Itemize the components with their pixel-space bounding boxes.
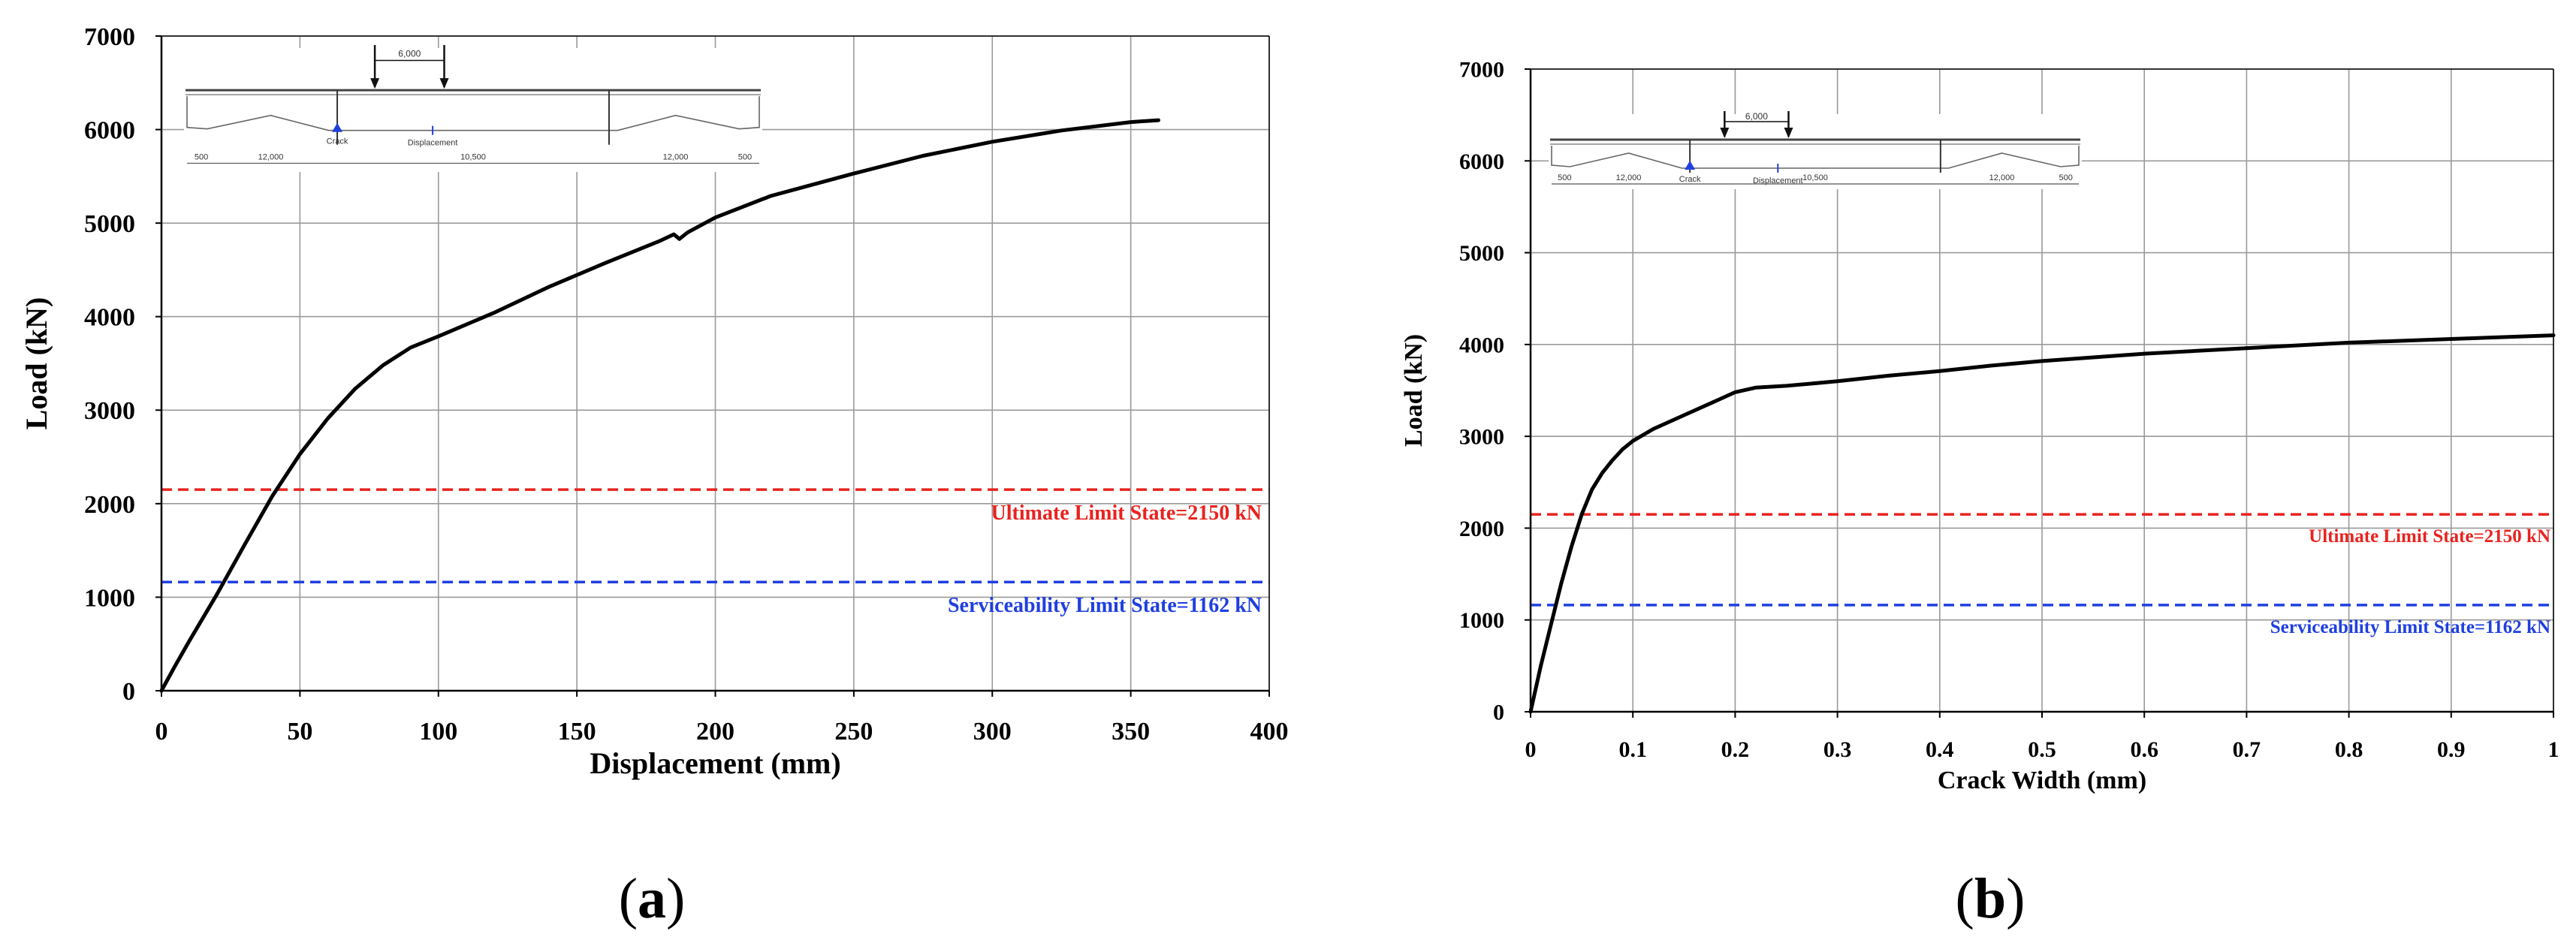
inset-dim-label: 12,000	[1616, 173, 1642, 182]
x-tick-label: 50	[287, 718, 312, 746]
inset-background	[184, 48, 762, 172]
inset-load-arrowhead	[439, 78, 449, 89]
x-tick-label: 0.3	[1823, 737, 1852, 762]
inset-crack-label: Crack	[327, 137, 348, 146]
x-tick-label: 0.5	[2028, 737, 2056, 762]
inset-dim-label: 12,000	[663, 152, 689, 161]
y-tick-label: 4000	[1459, 333, 1504, 357]
panel-caption: (b)	[1956, 867, 2026, 930]
x-tick-label: 0.6	[2130, 737, 2158, 762]
caption-open: (	[1956, 867, 1974, 930]
x-tick-label: 0	[155, 718, 168, 746]
y-axis-title: Load (kN)	[20, 297, 53, 430]
x-tick-label: 0.9	[2437, 737, 2466, 762]
x-tick-label: 0.1	[1618, 737, 1647, 762]
caption-close: )	[666, 867, 685, 930]
x-tick-label: 0.2	[1721, 737, 1750, 762]
inset-dim-label: 500	[2059, 173, 2073, 182]
caption-letter: a	[638, 867, 666, 930]
inset-load-arrowhead	[1784, 128, 1793, 138]
y-tick-label: 6000	[1459, 149, 1504, 174]
series-line	[1528, 333, 2556, 714]
inset-disp-label: Displacement	[408, 139, 458, 148]
inset-crack-marker	[332, 122, 343, 132]
inset-crack-marker	[1685, 161, 1696, 170]
series-line	[159, 118, 1160, 693]
x-tick-label: 0	[1525, 737, 1537, 762]
x-tick-label: 0.8	[2335, 737, 2363, 762]
y-tick-label: 5000	[84, 210, 135, 238]
inset-dim-label: 12,000	[258, 152, 284, 161]
sls-label: Serviceability Limit State=1162 kN	[2270, 617, 2550, 637]
inset-dim-label: 500	[1558, 173, 1571, 182]
inset-dim-label: 12,000	[1989, 173, 2015, 182]
y-tick-label: 2000	[84, 491, 135, 519]
chart-panel-b: 6,000 Crack Displacement 500 12,000 10,500 12,…	[1400, 58, 2559, 931]
inset-dim-top: 6,000	[1745, 111, 1768, 122]
y-tick-label: 4000	[84, 304, 135, 332]
x-tick-label: 250	[834, 718, 873, 746]
inset-load-arrowhead	[1720, 128, 1730, 138]
y-tick-label: 0	[1493, 700, 1504, 725]
y-axis-title: Load (kN)	[1400, 334, 1428, 447]
y-tick-label: 7000	[1459, 58, 1504, 83]
y-tick-label: 3000	[1459, 425, 1504, 450]
inset-crack-label: Crack	[1679, 175, 1701, 184]
inset-background	[1549, 114, 2082, 189]
uls-label: Ultimate Limit State=2150 kN	[2309, 526, 2550, 547]
inset-dim-label: 10,500	[1802, 173, 1828, 182]
inset-diagram: 6,000 Crack Displacement 500 12,000 10,500 12,…	[184, 45, 762, 172]
x-tick-label: 1	[2548, 737, 2559, 762]
caption-close: )	[2006, 867, 2025, 930]
y-tick-label: 3000	[84, 397, 135, 425]
x-tick-label: 150	[558, 718, 596, 746]
y-tick-label: 2000	[1459, 517, 1504, 541]
x-axis-title: Crack Width (mm)	[1938, 767, 2146, 794]
caption-open: (	[619, 867, 638, 930]
x-tick-label: 350	[1112, 718, 1150, 746]
sls-label: Serviceability Limit State=1162 kN	[948, 594, 1262, 617]
y-tick-label: 1000	[84, 584, 135, 612]
caption-letter: b	[1974, 867, 2006, 930]
y-tick-label: 0	[122, 678, 135, 706]
y-tick-label: 5000	[1459, 241, 1504, 266]
inset-girder	[1551, 146, 2080, 169]
x-tick-label: 400	[1250, 718, 1289, 746]
inset-load-arrowhead	[370, 78, 380, 89]
x-tick-label: 300	[973, 718, 1012, 746]
uls-label: Ultimate Limit State=2150 kN	[991, 502, 1262, 525]
y-tick-label: 6000	[84, 116, 135, 144]
inset-dim-label: 500	[195, 152, 208, 161]
x-tick-label: 0.7	[2233, 737, 2261, 762]
x-tick-label: 100	[419, 718, 457, 746]
inset-dim-label: 10,500	[460, 152, 486, 161]
x-tick-label: 0.4	[1926, 737, 1954, 762]
x-axis-title: Displacement (mm)	[590, 746, 840, 780]
inset-diagram: 6,000 Crack Displacement 500 12,000 10,500 12,…	[1549, 111, 2082, 189]
y-tick-label: 7000	[84, 23, 135, 51]
y-tick-label: 1000	[1459, 608, 1504, 633]
inset-dim-label: 500	[738, 152, 752, 161]
x-tick-label: 200	[696, 718, 734, 746]
inset-dim-top: 6,000	[398, 49, 421, 59]
inset-girder	[186, 96, 760, 131]
panel-caption: (a)	[619, 867, 686, 930]
inset-disp-label: Displacement	[1753, 176, 1803, 185]
